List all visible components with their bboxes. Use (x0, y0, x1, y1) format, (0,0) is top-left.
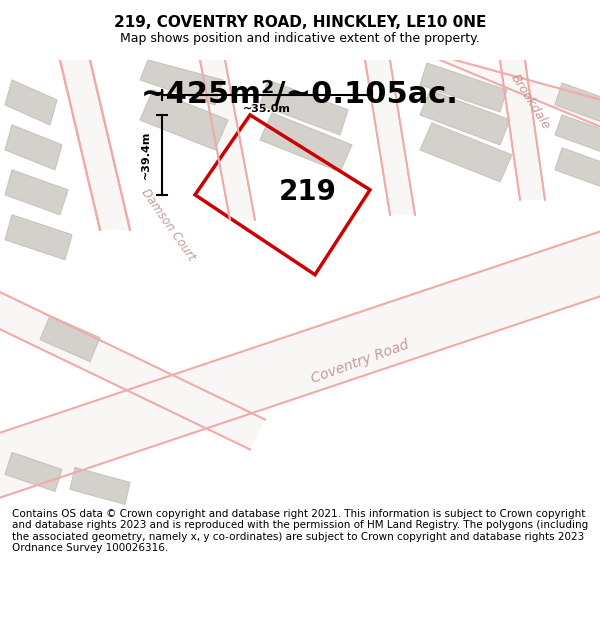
Polygon shape (5, 125, 62, 170)
Polygon shape (420, 90, 510, 145)
Text: 219, COVENTRY ROAD, HINCKLEY, LE10 0NE: 219, COVENTRY ROAD, HINCKLEY, LE10 0NE (114, 15, 486, 30)
Text: ~39.4m: ~39.4m (141, 131, 151, 179)
Polygon shape (420, 63, 507, 112)
Polygon shape (140, 90, 228, 150)
Polygon shape (5, 215, 72, 260)
Polygon shape (5, 452, 62, 491)
Polygon shape (555, 115, 600, 155)
Text: Map shows position and indicative extent of the property.: Map shows position and indicative extent… (120, 32, 480, 45)
Polygon shape (365, 60, 415, 215)
Polygon shape (5, 80, 57, 125)
Polygon shape (260, 80, 348, 135)
Polygon shape (0, 225, 600, 504)
Polygon shape (440, 60, 600, 135)
Text: ~425m²/~0.105ac.: ~425m²/~0.105ac. (141, 81, 459, 109)
Text: Coventry Road: Coventry Road (309, 338, 411, 386)
Text: Contains OS data © Crown copyright and database right 2021. This information is : Contains OS data © Crown copyright and d… (12, 509, 588, 553)
Polygon shape (420, 123, 512, 182)
Polygon shape (200, 60, 255, 220)
Polygon shape (0, 289, 265, 449)
Text: Damson Court: Damson Court (139, 186, 197, 263)
Polygon shape (555, 83, 600, 125)
Polygon shape (500, 60, 545, 200)
Polygon shape (70, 468, 130, 504)
Polygon shape (5, 170, 68, 215)
Polygon shape (60, 60, 130, 230)
Text: Brookdale: Brookdale (508, 72, 552, 132)
Polygon shape (260, 113, 352, 172)
Polygon shape (140, 60, 223, 105)
Text: ~35.0m: ~35.0m (243, 104, 291, 114)
Text: 219: 219 (279, 178, 337, 206)
Polygon shape (555, 148, 600, 190)
Polygon shape (40, 316, 100, 362)
